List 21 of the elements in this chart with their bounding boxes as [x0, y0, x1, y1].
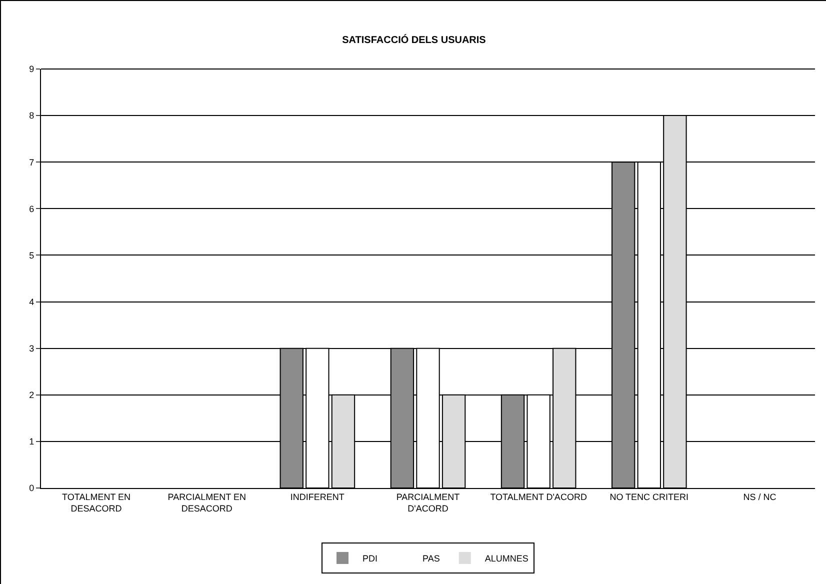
x-tick-label: TOTALMENT EN DESACORD: [62, 492, 131, 514]
y-tick-label: 7: [29, 157, 34, 168]
x-tick-label: TOTALMENT D'ACORD: [490, 492, 588, 502]
x-tick-label: NS / NC: [743, 492, 777, 502]
y-tick-label: 6: [29, 204, 34, 214]
legend-label: PDI: [362, 553, 378, 564]
y-tick-label: 3: [29, 343, 34, 354]
y-tick-label: 9: [29, 64, 34, 74]
chart-title: SATISFACCIÓ DELS USUARIS: [342, 34, 486, 46]
y-tick-label: 0: [29, 483, 34, 494]
y-tick-label: 2: [29, 390, 34, 400]
x-tick-label: PARCIALMENT EN DESACORD: [168, 492, 246, 514]
x-tick-label: PARCIALMENT D'ACORD: [396, 492, 460, 514]
y-tick-label: 1: [29, 436, 34, 447]
y-tick-label: 8: [29, 110, 34, 121]
x-tick-label: INDIFERENT: [290, 492, 345, 502]
text: PAS: [422, 553, 440, 564]
y-tick-label: 5: [29, 250, 34, 260]
x-tick-label: NO TENC CRITERI: [610, 492, 689, 502]
y-tick-label: 4: [29, 296, 34, 307]
legend-label: ALUMNES: [484, 553, 528, 564]
